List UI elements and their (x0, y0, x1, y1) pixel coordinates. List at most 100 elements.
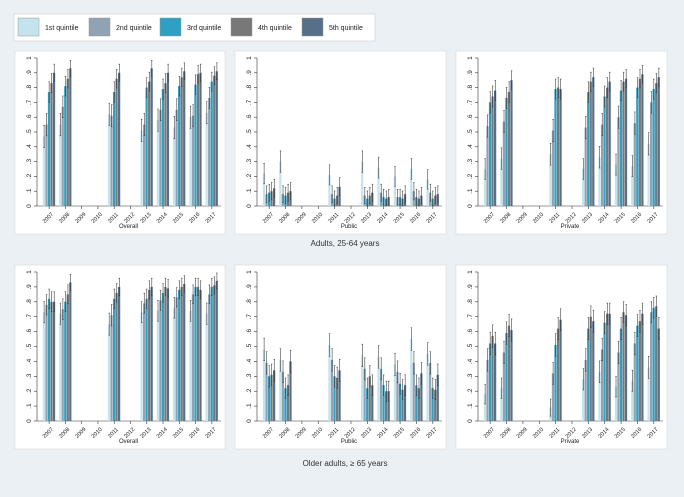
bar (603, 322, 606, 421)
bar (118, 286, 121, 421)
y-tick-label: .9 (26, 284, 33, 290)
bar (178, 86, 181, 206)
y-tick-label: .1 (246, 188, 253, 194)
bar (148, 81, 151, 206)
row-title-adults: Adults, 25-64 years (311, 239, 380, 248)
y-tick-label: .4 (26, 358, 33, 364)
bar (587, 328, 590, 421)
legend-swatch (17, 17, 40, 37)
bar (598, 371, 601, 421)
y-tick-label: .8 (26, 85, 33, 91)
bar (64, 301, 67, 421)
bar (161, 89, 165, 206)
bar (401, 389, 404, 421)
bar (208, 294, 211, 421)
bar (415, 385, 418, 421)
bar (110, 315, 113, 421)
y-tick-label: .3 (26, 373, 33, 379)
y-tick-label: .2 (467, 173, 474, 179)
bar (396, 371, 399, 421)
bar (107, 114, 111, 206)
bar (140, 130, 143, 206)
y-tick-label: .1 (467, 188, 474, 194)
bar (652, 89, 655, 206)
y-tick-label: .5 (26, 129, 33, 135)
bar (556, 87, 560, 206)
y-tick-label: 1 (246, 270, 253, 274)
bar (145, 298, 148, 421)
bar (205, 112, 208, 206)
bar (633, 123, 636, 206)
bar (366, 388, 369, 421)
bar (208, 97, 211, 206)
bar (605, 313, 609, 421)
bar (587, 92, 590, 206)
bar (641, 74, 644, 206)
bar (652, 307, 655, 421)
bar (584, 127, 587, 206)
y-tick-label: .8 (467, 299, 474, 305)
bar (262, 173, 266, 206)
y-tick-label: .5 (246, 129, 253, 135)
bar (180, 77, 183, 207)
bar (657, 328, 660, 421)
bar (633, 343, 636, 421)
bar (328, 345, 331, 421)
bar (493, 90, 497, 206)
bar (42, 312, 46, 421)
y-tick-label: 1 (467, 56, 474, 60)
y-tick-label: .4 (467, 144, 474, 150)
bar (631, 380, 634, 421)
bar (584, 359, 587, 421)
bar (164, 286, 167, 421)
bar (69, 282, 72, 421)
bar (140, 312, 143, 421)
row-title-older-adults: Older adults, ≥ 65 years (303, 459, 388, 468)
bar (191, 294, 195, 421)
y-tick-label: .4 (246, 358, 253, 364)
y-tick-label: .1 (246, 403, 253, 409)
bar (338, 186, 341, 206)
bar (603, 96, 606, 206)
bar (647, 143, 650, 206)
y-tick-label: .9 (26, 70, 33, 76)
bar (589, 316, 592, 421)
bar (42, 136, 46, 206)
bar (412, 362, 415, 421)
bar (614, 164, 617, 206)
bar (608, 81, 611, 206)
bar (64, 86, 67, 206)
bar (393, 364, 396, 421)
y-tick-label: 0 (26, 204, 33, 208)
y-tick-label: .2 (26, 388, 33, 394)
y-tick-label: 0 (246, 204, 253, 208)
bar (66, 78, 69, 206)
bar (582, 379, 585, 421)
bar (178, 289, 181, 421)
bar (115, 78, 118, 206)
bar (210, 286, 213, 421)
bar (510, 80, 513, 206)
bar (655, 306, 658, 421)
bar (641, 313, 644, 421)
bar (614, 386, 617, 421)
bar (631, 166, 634, 206)
legend-swatch (301, 17, 324, 37)
bar (371, 385, 374, 421)
bar (598, 157, 601, 206)
bar (47, 298, 51, 421)
bar (655, 83, 658, 206)
bar (638, 78, 641, 206)
bar (617, 352, 620, 421)
bar (210, 81, 213, 206)
bar (361, 161, 364, 206)
y-tick-label: .3 (246, 159, 253, 165)
bar (66, 294, 69, 421)
y-tick-label: .1 (26, 403, 33, 409)
bar (175, 297, 178, 421)
bar (50, 301, 53, 421)
y-tick-label: .9 (246, 284, 253, 290)
y-tick-label: .9 (467, 70, 474, 76)
